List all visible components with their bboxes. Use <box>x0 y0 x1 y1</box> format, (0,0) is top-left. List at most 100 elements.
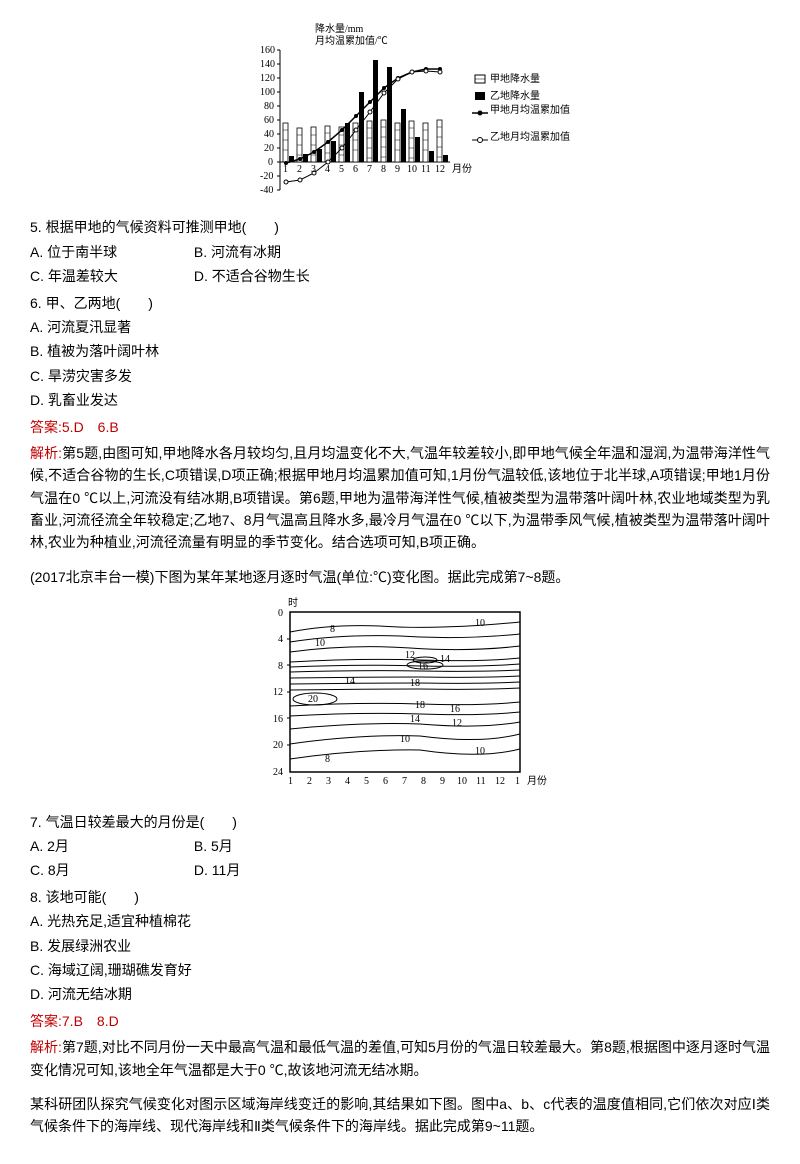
q5-opt-a: A. 位于南半球 <box>30 241 190 263</box>
svg-text:20: 20 <box>308 694 318 705</box>
svg-text:14: 14 <box>410 714 420 725</box>
q7-opt-c: C. 8月 <box>30 859 190 881</box>
svg-text:9: 9 <box>440 776 445 787</box>
analysis-56: 解析:第5题,由图可知,甲地降水各月较均匀,且月均温变化不大,气温年较差较小,即… <box>30 442 770 554</box>
q5-opt-c: C. 年温差较大 <box>30 265 190 287</box>
chart2-labels: 8 10 10 12 14 16 14 18 20 18 16 14 12 10 8 10 <box>308 618 485 765</box>
svg-text:4: 4 <box>345 776 350 787</box>
svg-text:12: 12 <box>452 718 462 729</box>
svg-text:1: 1 <box>283 164 288 175</box>
svg-text:12: 12 <box>405 650 415 661</box>
contour-chart-2: 时 0 4 8 12 16 20 24 123 456 789 101112 1… <box>30 594 770 800</box>
svg-text:20: 20 <box>273 740 283 751</box>
svg-text:10: 10 <box>400 734 410 745</box>
svg-text:-20: -20 <box>260 171 273 182</box>
svg-text:-40: -40 <box>260 185 273 196</box>
svg-text:4: 4 <box>278 634 283 645</box>
answer-56: 答案:5.D 6.B <box>30 416 770 438</box>
svg-text:月份: 月份 <box>527 775 547 787</box>
q8-opt-c: C. 海域辽阔,珊瑚礁发育好 <box>30 959 770 981</box>
q5-opt-d: D. 不适合谷物生长 <box>194 265 354 287</box>
analysis-56-text: 第5题,由图可知,甲地降水各月较均匀,且月均温变化不大,气温年较差较小,即甲地气… <box>30 445 770 551</box>
svg-text:140: 140 <box>260 59 275 70</box>
svg-text:9: 9 <box>395 164 400 175</box>
q7-stem: 7. 气温日较差最大的月份是( ) <box>30 811 770 833</box>
svg-text:乙地降水量: 乙地降水量 <box>490 89 540 102</box>
svg-text:18: 18 <box>415 700 425 711</box>
svg-text:1: 1 <box>288 776 293 787</box>
svg-text:5: 5 <box>339 164 344 175</box>
svg-text:3: 3 <box>326 776 331 787</box>
svg-text:8: 8 <box>330 624 335 635</box>
svg-text:7: 7 <box>367 164 372 175</box>
q8-opt-d: D. 河流无结冰期 <box>30 983 770 1005</box>
chart2-yticks: 0 4 8 12 16 20 24 <box>273 608 290 778</box>
svg-text:甲地月均温累加值: 甲地月均温累加值 <box>490 103 570 116</box>
chart1-xlabels: 123 456 789 101112 月份 <box>283 163 472 175</box>
svg-text:10: 10 <box>315 638 325 649</box>
svg-text:18: 18 <box>410 678 420 689</box>
svg-text:14: 14 <box>345 676 355 687</box>
chart1-title1: 降水量/mm <box>315 22 364 35</box>
svg-text:16: 16 <box>273 714 283 725</box>
svg-text:月份: 月份 <box>452 163 472 175</box>
intro-78: (2017北京丰台一模)下图为某年某地逐月逐时气温(单位:℃)变化图。据此完成第… <box>30 566 770 588</box>
q8-opt-a: A. 光热充足,适宜种植棉花 <box>30 910 770 932</box>
q7-opt-d: D. 11月 <box>194 859 354 881</box>
analysis-56-label: 解析: <box>30 445 62 461</box>
svg-text:11: 11 <box>476 776 486 787</box>
svg-text:8: 8 <box>381 164 386 175</box>
answer-78: 答案:7.B 8.D <box>30 1010 770 1032</box>
svg-text:甲地降水量: 甲地降水量 <box>490 72 540 85</box>
svg-text:12: 12 <box>495 776 505 787</box>
svg-text:120: 120 <box>260 73 275 84</box>
q6-opt-c: C. 旱涝灾害多发 <box>30 365 770 387</box>
svg-text:160: 160 <box>260 45 275 56</box>
q6-opt-d: D. 乳畜业发达 <box>30 389 770 411</box>
svg-text:60: 60 <box>264 115 274 126</box>
svg-text:7: 7 <box>402 776 407 787</box>
svg-text:乙地月均温累加值: 乙地月均温累加值 <box>490 130 570 143</box>
svg-text:0: 0 <box>268 157 273 168</box>
svg-text:11: 11 <box>421 164 431 175</box>
analysis-78-text: 第7题,对比不同月份一天中最高气温和最低气温的差值,可知5月份的气温日较差最大。… <box>30 1039 770 1077</box>
svg-text:2: 2 <box>297 164 302 175</box>
climate-chart-1: 降水量/mm 月均温累加值/℃ 160 140 120 100 80 60 40… <box>30 20 770 206</box>
analysis-78: 解析:第7题,对比不同月份一天中最高气温和最低气温的差值,可知5月份的气温日较差… <box>30 1036 770 1081</box>
svg-text:1: 1 <box>515 776 520 787</box>
svg-text:10: 10 <box>475 618 485 629</box>
svg-text:16: 16 <box>450 704 460 715</box>
chart2-xticks: 123 456 789 101112 1 月份 <box>288 775 547 787</box>
question-7: 7. 气温日较差最大的月份是( ) A. 2月 B. 5月 C. 8月 D. 1… <box>30 811 770 882</box>
svg-text:12: 12 <box>435 164 445 175</box>
svg-text:6: 6 <box>353 164 358 175</box>
svg-text:16: 16 <box>418 661 428 672</box>
q6-opt-b: B. 植被为落叶阔叶林 <box>30 340 770 362</box>
analysis-78-label: 解析: <box>30 1039 62 1055</box>
svg-text:80: 80 <box>264 101 274 112</box>
svg-text:5: 5 <box>364 776 369 787</box>
q6-opt-a: A. 河流夏汛显著 <box>30 316 770 338</box>
svg-text:14: 14 <box>440 654 450 665</box>
question-5: 5. 根据甲地的气候资料可推测甲地( ) A. 位于南半球 B. 河流有冰期 C… <box>30 216 770 287</box>
svg-text:3: 3 <box>311 164 316 175</box>
q7-opt-a: A. 2月 <box>30 835 190 857</box>
q8-opt-b: B. 发展绿洲农业 <box>30 935 770 957</box>
svg-text:8: 8 <box>421 776 426 787</box>
question-8: 8. 该地可能( ) A. 光热充足,适宜种植棉花 B. 发展绿洲农业 C. 海… <box>30 886 770 1006</box>
svg-text:10: 10 <box>457 776 467 787</box>
chart2-ylabel: 时 <box>288 597 298 609</box>
chart1-svg: 降水量/mm 月均温累加值/℃ 160 140 120 100 80 60 40… <box>220 20 580 200</box>
svg-text:8: 8 <box>325 754 330 765</box>
chart1-title2: 月均温累加值/℃ <box>315 34 388 47</box>
svg-text:40: 40 <box>264 129 274 140</box>
svg-text:10: 10 <box>475 746 485 757</box>
svg-text:8: 8 <box>278 661 283 672</box>
svg-text:12: 12 <box>273 687 283 698</box>
svg-text:24: 24 <box>273 767 283 778</box>
chart1-legend: 甲地降水量 乙地降水量 甲地月均温累加值 乙地月均温累加值 <box>472 72 570 143</box>
q8-stem: 8. 该地可能( ) <box>30 886 770 908</box>
svg-text:6: 6 <box>383 776 388 787</box>
chart2-svg: 时 0 4 8 12 16 20 24 123 456 789 101112 1… <box>240 594 560 794</box>
svg-text:100: 100 <box>260 87 275 98</box>
